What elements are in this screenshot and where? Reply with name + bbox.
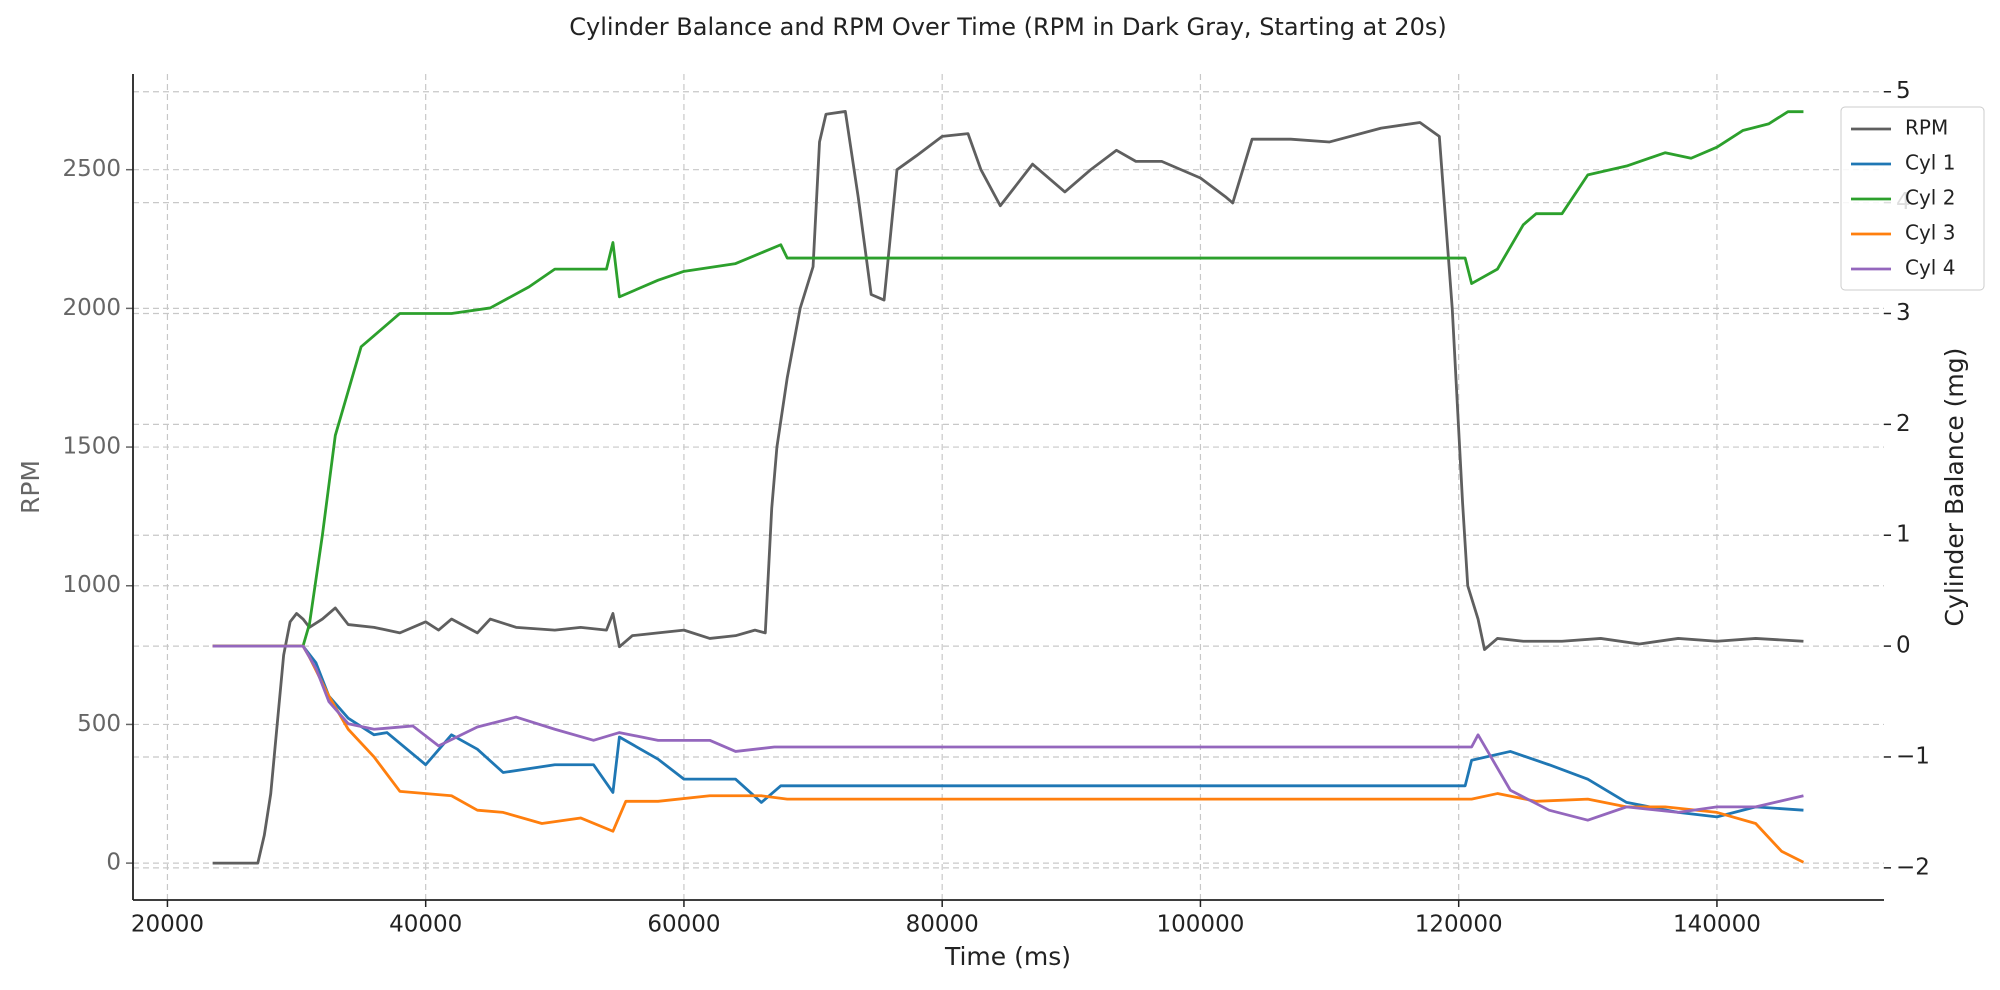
series-line [212, 644, 1804, 822]
y2-tick-label: 2 [1896, 411, 1911, 437]
y2-tick-label: 1 [1896, 522, 1911, 548]
y-tick-label: 0 [106, 850, 121, 876]
x-tick-label: 120000 [1415, 912, 1503, 938]
y2-axis-label: Cylinder Balance (mg) [1940, 348, 1969, 627]
series-line [212, 644, 1805, 864]
series-line [212, 110, 1804, 865]
legend-label: Cyl 1 [1905, 151, 1955, 175]
x-tick-label: 20000 [131, 912, 204, 938]
legend-label: Cyl 3 [1905, 221, 1955, 245]
x-tick-label: 140000 [1673, 912, 1761, 938]
series-line [212, 110, 1804, 648]
y2-tick-label: 3 [1896, 300, 1911, 326]
legend-label: RPM [1905, 116, 1948, 140]
y2-tick-label: 0 [1896, 633, 1911, 659]
y2-tick-label: −1 [1896, 743, 1930, 769]
chart-title: Cylinder Balance and RPM Over Time (RPM … [569, 13, 1446, 41]
y-axis-label: RPM [16, 460, 45, 514]
series-line [212, 644, 1804, 819]
y-tick-label: 1000 [62, 572, 121, 598]
y2-tick-label: 5 [1896, 78, 1911, 104]
legend-box [1840, 106, 1985, 291]
legend-label: Cyl 2 [1905, 186, 1955, 210]
x-tick-label: 60000 [647, 912, 720, 938]
legend-label: Cyl 4 [1905, 256, 1955, 280]
y-tick-label: 1500 [62, 434, 121, 460]
y-tick-label: 2500 [62, 156, 121, 182]
y2-tick-label: −2 [1896, 854, 1930, 880]
y-tick-label: 500 [77, 711, 121, 737]
x-tick-label: 40000 [389, 912, 462, 938]
x-tick-label: 80000 [906, 912, 979, 938]
x-axis-label: Time (ms) [944, 942, 1071, 971]
y-tick-label: 2000 [62, 295, 121, 321]
x-tick-label: 100000 [1157, 912, 1245, 938]
